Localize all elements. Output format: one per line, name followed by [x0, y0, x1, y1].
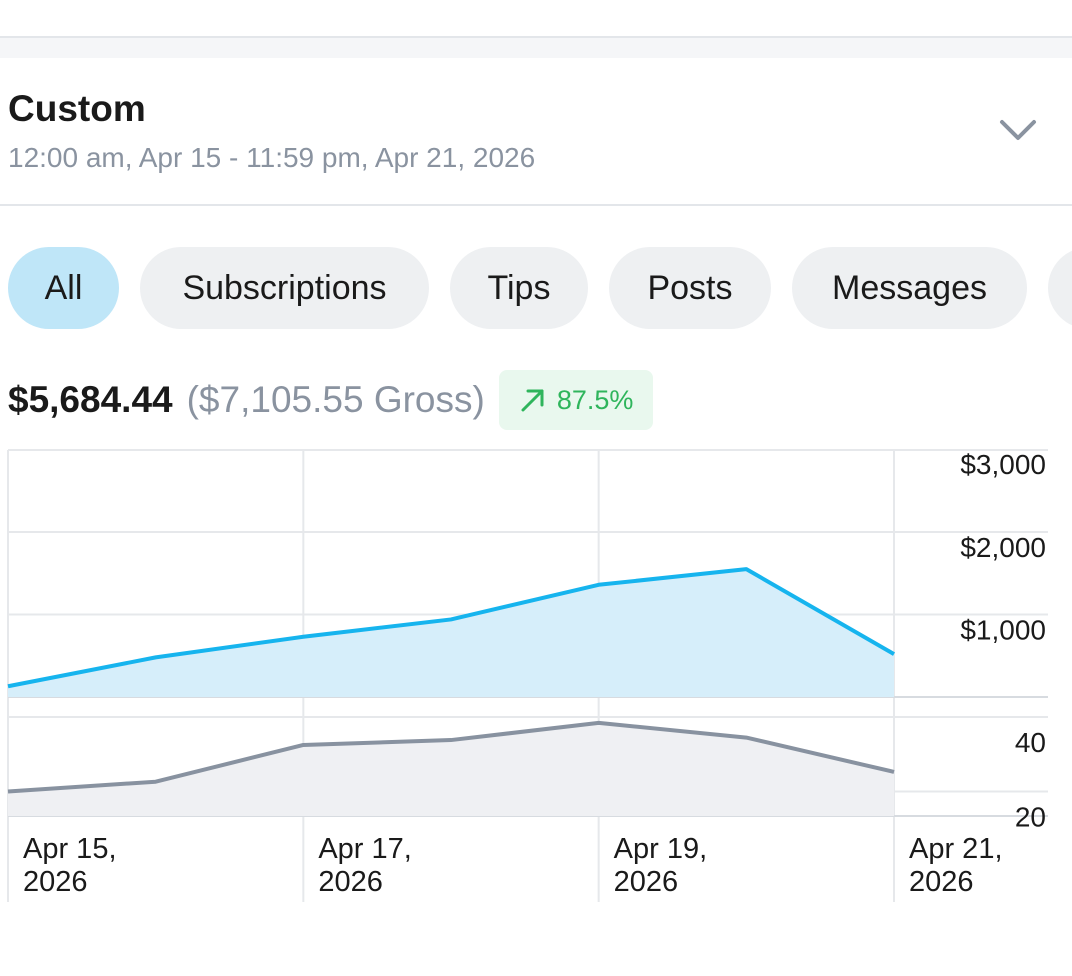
earnings-area	[8, 569, 894, 697]
count-line	[7, 720, 895, 794]
change-badge: 87.5%	[498, 370, 654, 430]
tab-overflow[interactable]	[1048, 247, 1072, 329]
earnings-line	[7, 567, 895, 689]
y-tick-label: $3,000	[960, 449, 1046, 480]
change-percent: 87.5%	[556, 384, 634, 415]
chevron-down-icon[interactable]	[998, 116, 1038, 146]
x-tick-label: Apr 19,	[614, 833, 708, 865]
x-tick-label: 2026	[23, 866, 88, 898]
x-tick-label: 2026	[614, 866, 679, 898]
y-tick-label: 20	[1015, 802, 1046, 833]
y-tick-label: $2,000	[960, 532, 1046, 563]
x-tick-label: Apr 17,	[318, 833, 412, 865]
net-earnings: $5,684.44	[8, 379, 173, 420]
gross-earnings: ($7,105.55 Gross)	[186, 379, 485, 420]
x-tick-label: 2026	[909, 866, 974, 898]
section-divider	[0, 38, 1072, 58]
tab-messages[interactable]: Messages	[792, 247, 1027, 329]
x-tick-label: Apr 21,	[909, 833, 1003, 865]
tab-all[interactable]: All	[8, 247, 119, 329]
top-bar	[0, 0, 1072, 38]
tab-posts[interactable]: Posts	[609, 247, 771, 329]
period-range: 12:00 am, Apr 15 - 11:59 pm, Apr 21, 202…	[8, 142, 536, 173]
y-tick-label: $1,000	[960, 615, 1046, 646]
count-area	[8, 722, 894, 816]
tab-subscriptions[interactable]: Subscriptions	[140, 247, 429, 329]
period-selector[interactable]: Custom 12:00 am, Apr 15 - 11:59 pm, Apr …	[0, 58, 1072, 206]
x-tick-label: 2026	[318, 866, 383, 898]
y-tick-label: 40	[1015, 727, 1046, 758]
tab-tips[interactable]: Tips	[450, 247, 588, 329]
x-tick-label: Apr 15,	[23, 833, 117, 865]
earnings-summary: $5,684.44 ($7,105.55 Gross) 87.5%	[8, 370, 654, 430]
category-tabs: All Subscriptions Tips Posts Messages	[0, 247, 1072, 329]
period-title: Custom	[8, 88, 146, 129]
arrow-up-right-icon	[521, 389, 544, 412]
